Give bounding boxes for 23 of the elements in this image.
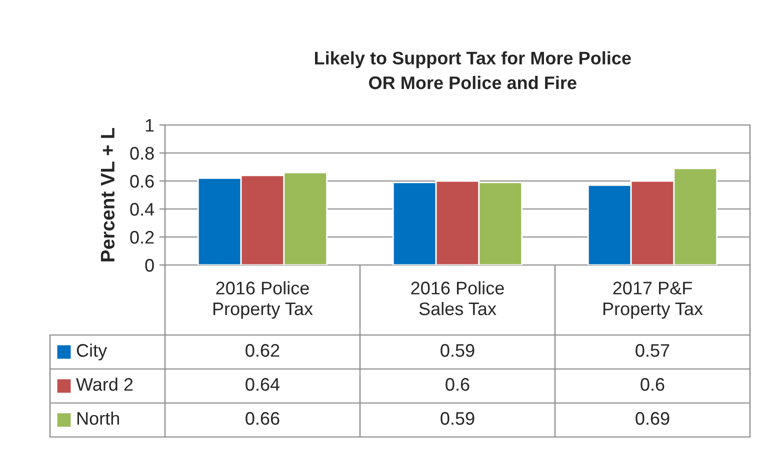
data-label: 0.6 [446, 378, 470, 391]
data-label: 0.69 [636, 412, 670, 425]
legend-label: North [77, 412, 119, 425]
data-label: 0.66 [246, 412, 280, 425]
y-tick-label: 0 [145, 258, 154, 272]
data-label: 0.64 [246, 378, 280, 391]
data-label: 0.59 [440, 344, 474, 357]
y-tick-label: 1 [146, 119, 154, 132]
data-label: 0.59 [440, 412, 474, 425]
x-tick-label: 2016 Police Sales Tax [411, 281, 504, 316]
y-axis-title: Percent VL + L [100, 128, 115, 262]
data-label: 0.6 [640, 378, 664, 391]
y-tick-label: 0.6 [130, 174, 154, 188]
x-tick-label: 2017 P&F Property Tax [603, 282, 703, 319]
data-label: 0.57 [636, 344, 670, 357]
chart-title: Likely to Support Tax for More Police OR More Police and Fire [315, 51, 631, 90]
y-tick-label: 0.8 [130, 146, 154, 160]
y-tick-label: 0.4 [130, 202, 154, 216]
legend-label: City [76, 344, 108, 360]
x-tick-label: 2016 Police Property Tax [213, 281, 313, 319]
legend-label: Ward 2 [76, 378, 133, 391]
data-label: 0.62 [246, 344, 280, 357]
y-tick-label: 0.2 [130, 230, 154, 244]
